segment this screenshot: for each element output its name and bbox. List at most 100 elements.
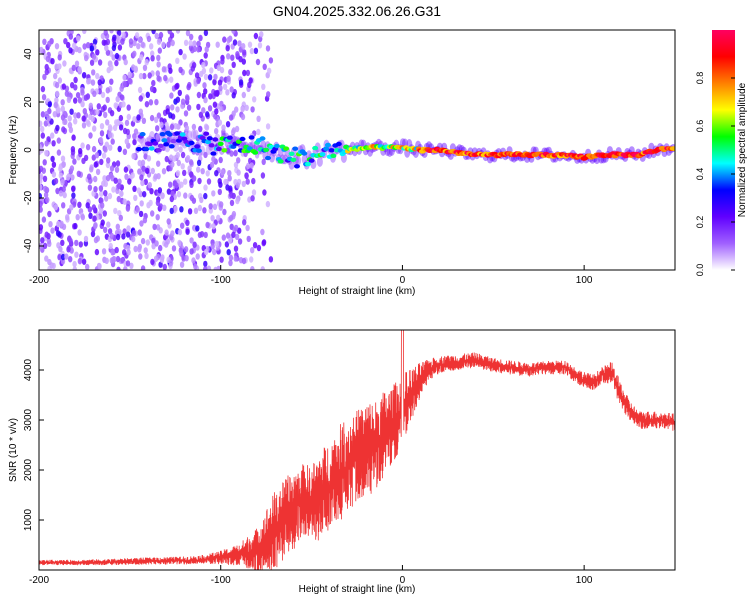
noise-speck bbox=[73, 118, 78, 125]
noise-speck bbox=[90, 115, 95, 123]
noise-speck bbox=[70, 174, 75, 181]
noise-speck bbox=[132, 133, 137, 140]
noise-speck bbox=[198, 125, 203, 133]
noise-speck bbox=[247, 41, 253, 48]
noise-speck bbox=[63, 38, 68, 45]
noise-speck bbox=[261, 83, 266, 91]
noise-speck bbox=[57, 77, 63, 84]
noise-speck bbox=[203, 96, 208, 104]
trace-blob bbox=[671, 146, 675, 152]
noise-speck bbox=[222, 208, 227, 216]
noise-speck bbox=[117, 145, 122, 153]
noise-speck bbox=[72, 158, 77, 165]
noise-speck bbox=[228, 259, 233, 267]
noise-speck bbox=[51, 171, 57, 178]
noise-speck bbox=[85, 263, 90, 270]
trace-halo bbox=[205, 145, 212, 155]
spectrogram-x-tick-label: -100 bbox=[211, 275, 231, 286]
noise-speck bbox=[217, 188, 222, 196]
noise-speck bbox=[127, 71, 132, 79]
noise-speck bbox=[108, 144, 113, 151]
noise-speck bbox=[183, 178, 188, 185]
noise-speck bbox=[234, 106, 239, 113]
noise-speck bbox=[182, 53, 187, 60]
noise-speck bbox=[265, 123, 271, 130]
noise-speck bbox=[178, 146, 183, 153]
noise-speck bbox=[44, 149, 49, 157]
noise-speck bbox=[203, 266, 208, 270]
noise-speck bbox=[182, 169, 187, 177]
noise-speck bbox=[53, 72, 58, 80]
noise-speck bbox=[112, 124, 118, 131]
noise-speck bbox=[229, 191, 234, 199]
snr-x-ticks: -200 -100 0 100 bbox=[29, 565, 593, 586]
noise-speck bbox=[99, 190, 104, 197]
noise-speck bbox=[250, 247, 255, 254]
noise-speck bbox=[188, 39, 193, 47]
noise-speck bbox=[93, 186, 98, 193]
noise-speck bbox=[108, 60, 113, 67]
trace-halo bbox=[140, 137, 147, 148]
noise-speck bbox=[189, 33, 194, 41]
noise-speck bbox=[120, 257, 125, 264]
noise-speck bbox=[119, 85, 124, 92]
noise-speck bbox=[196, 40, 201, 47]
trace-halo bbox=[199, 145, 206, 156]
noise-speck bbox=[116, 266, 121, 270]
noise-speck bbox=[163, 74, 168, 82]
noise-speck bbox=[77, 258, 83, 265]
spectrogram-noise-layer bbox=[39, 30, 274, 270]
snr-y-tick-label: 1000 bbox=[23, 508, 34, 531]
noise-speck bbox=[185, 30, 191, 37]
colorbar-gradient-bar bbox=[712, 30, 735, 270]
noise-speck bbox=[252, 242, 258, 249]
noise-speck bbox=[150, 55, 155, 62]
noise-speck bbox=[95, 168, 101, 176]
noise-speck bbox=[70, 146, 76, 153]
noise-speck bbox=[201, 67, 207, 75]
noise-speck bbox=[120, 38, 125, 45]
noise-speck bbox=[50, 227, 55, 234]
noise-speck bbox=[249, 162, 254, 169]
noise-speck bbox=[203, 184, 208, 191]
noise-speck bbox=[89, 166, 94, 173]
noise-speck bbox=[229, 199, 235, 207]
noise-speck bbox=[146, 35, 152, 43]
trace-blob bbox=[168, 144, 175, 149]
noise-speck bbox=[217, 119, 223, 126]
noise-speck bbox=[144, 252, 149, 260]
noise-speck bbox=[231, 210, 237, 218]
noise-speck bbox=[247, 81, 252, 89]
trace-blob bbox=[277, 159, 284, 164]
noise-speck bbox=[62, 191, 67, 199]
noise-speck bbox=[241, 91, 246, 99]
noise-speck bbox=[39, 206, 43, 213]
noise-speck bbox=[198, 111, 204, 119]
noise-speck bbox=[205, 170, 210, 177]
noise-speck bbox=[228, 185, 233, 192]
noise-speck bbox=[212, 78, 217, 86]
noise-speck bbox=[187, 208, 193, 215]
trace-blob bbox=[212, 137, 219, 142]
noise-speck bbox=[58, 190, 64, 197]
noise-speck bbox=[89, 45, 95, 52]
noise-speck bbox=[171, 245, 177, 252]
snr-y-ticks: 1000 2000 3000 4000 bbox=[23, 358, 44, 531]
noise-speck bbox=[200, 168, 205, 175]
noise-speck bbox=[137, 168, 142, 175]
noise-speck bbox=[251, 177, 256, 185]
noise-speck bbox=[97, 263, 102, 270]
trace-blob bbox=[166, 132, 173, 137]
noise-speck bbox=[99, 207, 104, 214]
noise-speck bbox=[222, 36, 227, 43]
noise-speck bbox=[206, 178, 212, 185]
noise-speck bbox=[74, 239, 79, 247]
noise-speck bbox=[140, 265, 146, 270]
noise-speck bbox=[205, 111, 210, 118]
noise-speck bbox=[192, 241, 197, 248]
noise-speck bbox=[122, 74, 127, 81]
noise-speck bbox=[149, 43, 154, 50]
noise-speck bbox=[77, 66, 82, 73]
noise-speck bbox=[255, 58, 261, 66]
noise-speck bbox=[230, 54, 235, 61]
